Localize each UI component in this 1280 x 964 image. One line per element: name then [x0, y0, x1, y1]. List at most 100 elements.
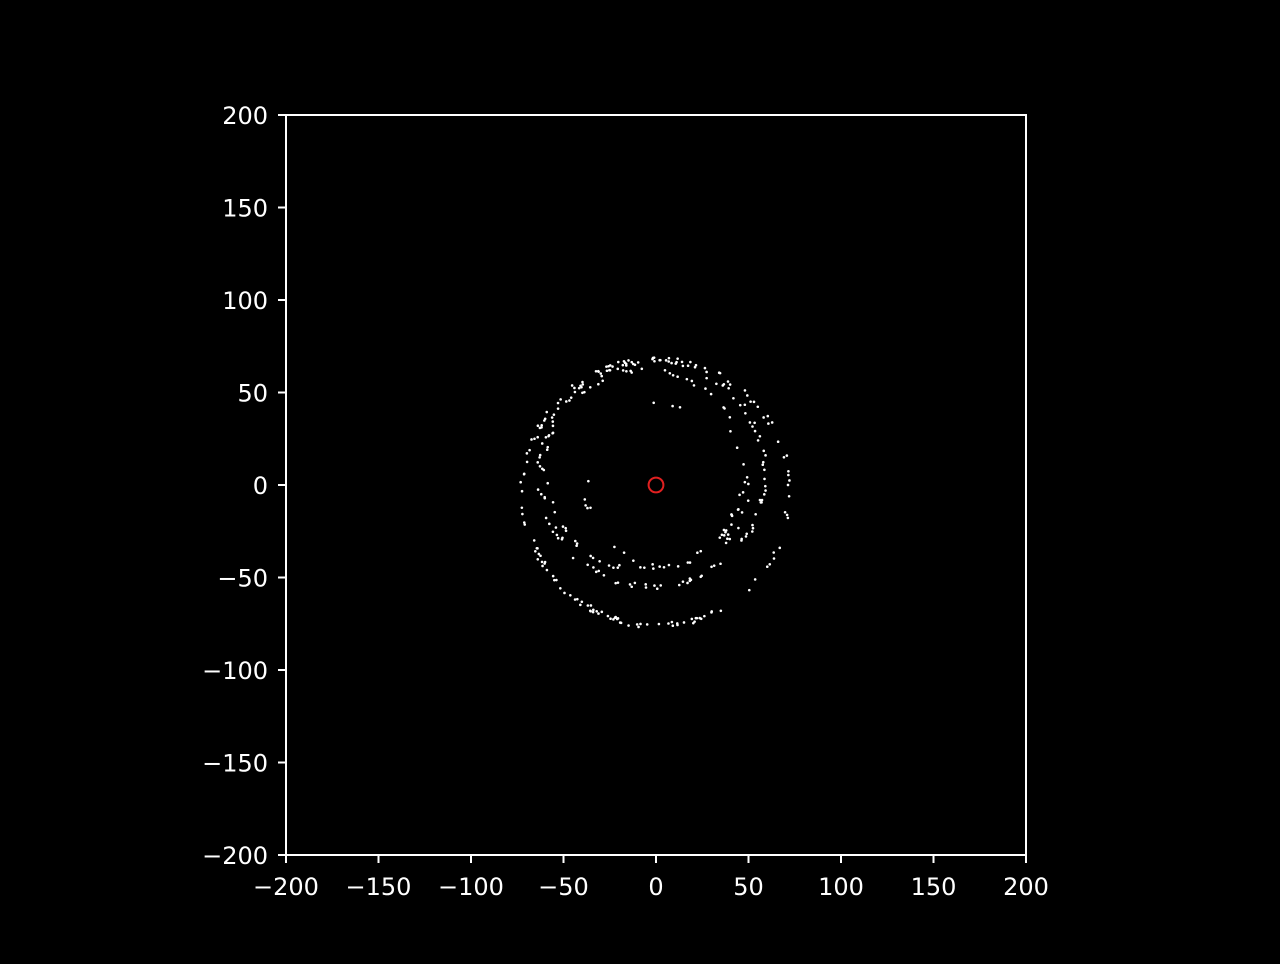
scatter-point: [675, 622, 679, 625]
scatter-point: [600, 610, 604, 614]
scatter-point: [537, 552, 541, 556]
scatter-point: [730, 523, 733, 526]
scatter-point: [652, 567, 655, 570]
scatter-point: [599, 372, 603, 375]
scatter-point: [591, 610, 595, 614]
scatter-point: [767, 422, 770, 425]
x-tick-label: 150: [911, 873, 957, 901]
scatter-point: [552, 413, 556, 416]
scatter-point: [551, 530, 555, 534]
scatter-point: [587, 479, 590, 483]
scatter-point: [743, 389, 747, 392]
scatter-point: [540, 467, 544, 471]
scatter-point: [737, 526, 740, 530]
scatter-point: [550, 416, 554, 419]
scatter-point: [738, 493, 741, 497]
scatter-point: [589, 609, 592, 613]
scatter-point: [586, 604, 590, 607]
scatter-point: [735, 446, 739, 449]
scatter-point: [536, 424, 540, 428]
scatter-point: [559, 398, 562, 401]
scatter-point: [746, 499, 750, 502]
scatter-point: [589, 506, 592, 510]
scatter-point: [778, 546, 782, 550]
scatter-point: [547, 433, 551, 437]
scatter-point: [756, 439, 760, 442]
scatter-point: [722, 528, 726, 532]
scatter-point: [764, 454, 767, 457]
scatter-point: [705, 370, 708, 374]
scatter-point: [670, 620, 674, 624]
scatter-point: [629, 369, 632, 373]
scatter-point: [785, 513, 789, 517]
scatter-point: [670, 361, 673, 365]
scatter-point: [589, 554, 592, 558]
scatter-point: [668, 371, 672, 375]
y-tick-label: 200: [222, 102, 268, 130]
scatter-point: [693, 620, 696, 623]
scatter-point: [644, 583, 648, 586]
y-tick-label: −50: [217, 565, 268, 593]
scatter-point: [600, 374, 604, 378]
scatter-point: [622, 359, 626, 363]
scatter-point: [633, 363, 637, 367]
scatter-point: [540, 442, 544, 445]
scatter-point: [553, 578, 556, 582]
scatter-point: [591, 556, 595, 560]
scatter-point: [597, 612, 600, 615]
scatter-point: [522, 472, 526, 476]
scatter-point: [581, 391, 584, 395]
scatter-point: [751, 425, 754, 428]
scatter-point: [761, 460, 765, 464]
scatter-point: [618, 563, 621, 567]
scatter-point: [568, 399, 571, 402]
scatter-point: [540, 426, 543, 429]
scatter-point: [525, 452, 529, 455]
scatter-point: [528, 448, 531, 452]
scatter-point: [689, 578, 693, 582]
scatter-point: [616, 617, 620, 620]
scatter-point: [727, 386, 730, 390]
scatter-point: [738, 403, 742, 407]
scatter-point: [563, 591, 566, 595]
scatter-point: [532, 539, 536, 542]
scatter-point: [639, 622, 642, 626]
scatter-point: [556, 407, 560, 410]
scatter-point: [692, 384, 696, 387]
scatter-point: [616, 360, 620, 364]
scatter-point: [575, 544, 578, 547]
scatter-point: [636, 361, 640, 364]
scatter-point: [570, 384, 574, 387]
scatter-point: [536, 461, 540, 464]
scatter-point: [722, 534, 726, 537]
scatter-point: [748, 421, 752, 424]
scatter-point: [544, 436, 548, 439]
scatter-point: [561, 536, 564, 540]
scatter-point: [763, 468, 766, 472]
scatter-point: [760, 498, 764, 502]
scatter-point: [564, 526, 567, 530]
scatter-point: [519, 480, 522, 484]
scatter-point: [597, 370, 600, 373]
scatter-point: [536, 488, 540, 491]
scatter-point: [747, 482, 750, 486]
scatter-point: [677, 583, 681, 587]
scatter-point: [724, 529, 728, 532]
scatter-point: [551, 420, 555, 423]
scatter-point: [680, 360, 684, 364]
scatter-point: [575, 542, 579, 545]
scatter-point: [616, 566, 620, 569]
scatter-point: [544, 516, 548, 520]
scatter-point: [667, 360, 670, 363]
scatter-point: [616, 581, 620, 584]
scatter-point: [551, 500, 555, 504]
scatter-point: [627, 624, 630, 627]
scatter-point: [719, 562, 722, 566]
scatter-point: [667, 356, 671, 360]
scatter-point: [605, 365, 608, 368]
scatter-point: [630, 585, 634, 589]
scatter-point: [614, 581, 617, 585]
scatter-point: [762, 416, 765, 419]
scatter-point: [749, 400, 752, 403]
scatter-point: [622, 551, 626, 554]
